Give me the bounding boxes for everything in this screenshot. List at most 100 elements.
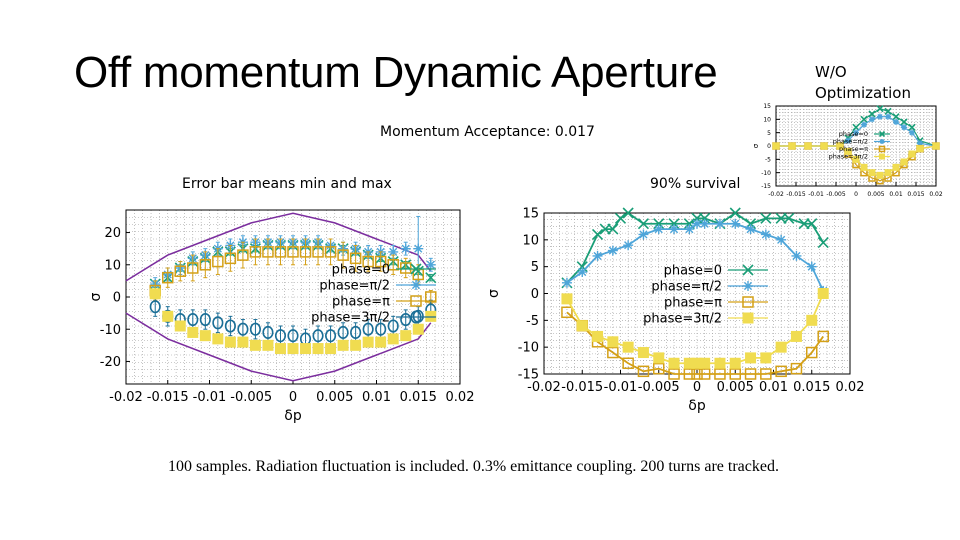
data-point — [845, 137, 851, 144]
y-tick-label: 15 — [763, 103, 771, 110]
x-tick-label: 0.02 — [446, 390, 475, 405]
data-point — [399, 262, 412, 274]
legend-label: phase=π — [332, 295, 390, 310]
x-tick-label: 0.01 — [362, 390, 391, 405]
y-tick-label: -5 — [526, 314, 539, 329]
data-point — [299, 246, 312, 258]
data-point — [287, 329, 299, 343]
legend-marker — [743, 281, 753, 291]
data-point — [607, 245, 618, 256]
data-point — [623, 240, 634, 251]
data-point — [790, 362, 803, 375]
x-tick-label: -0.02 — [768, 191, 784, 198]
legend-label: phase=3π/2 — [311, 311, 390, 326]
data-point — [745, 352, 757, 364]
data-point — [653, 224, 664, 235]
x-tick-label: 0.015 — [793, 380, 830, 395]
data-point — [425, 272, 437, 284]
data-point — [375, 322, 387, 336]
data-point — [714, 357, 726, 369]
data-point — [852, 155, 860, 163]
data-point — [684, 224, 695, 235]
x-axis-label: δp — [284, 408, 302, 424]
x-tick-label: -0.005 — [230, 390, 272, 405]
series-line — [776, 145, 937, 176]
legend-marker — [410, 263, 422, 275]
data-point — [576, 261, 588, 273]
data-point — [337, 249, 349, 261]
legend-marker — [742, 264, 754, 276]
data-point — [852, 123, 860, 131]
data-point — [591, 228, 604, 241]
legend-label: phase=0 — [332, 263, 390, 278]
x-tick-label: 0 — [693, 380, 701, 395]
x-tick-label: -0.015 — [786, 191, 806, 198]
data-point — [274, 246, 287, 258]
legend-marker — [410, 310, 422, 324]
data-point — [212, 316, 224, 330]
data-point — [900, 158, 908, 166]
data-point — [668, 368, 680, 380]
data-point — [806, 261, 817, 272]
data-point — [806, 346, 818, 359]
slide-title: Off momentum Dynamic Aperture — [74, 48, 718, 97]
data-point — [877, 113, 883, 120]
data-point — [274, 343, 286, 355]
x-tick-label: -0.005 — [826, 191, 846, 198]
data-point — [224, 252, 237, 265]
data-point — [729, 357, 741, 369]
data-point — [274, 329, 287, 343]
data-point — [325, 343, 337, 355]
data-point — [699, 218, 710, 229]
legend-label: phase=π — [839, 145, 868, 153]
slide-caption: 100 samples. Radiation fluctuation is in… — [168, 458, 779, 475]
data-point — [287, 343, 299, 355]
series-2 — [149, 238, 437, 304]
data-point — [876, 171, 884, 179]
data-point — [791, 250, 802, 261]
legend-label: phase=π/2 — [651, 280, 722, 295]
x-tick-label: 0.01 — [889, 191, 903, 198]
y-tick-label: -10 — [761, 170, 771, 177]
legend-marker — [742, 312, 754, 324]
data-point — [783, 212, 795, 224]
data-point — [908, 123, 916, 131]
data-point — [772, 142, 780, 150]
x-tick-label: 0.015 — [907, 191, 924, 198]
data-point — [853, 129, 859, 136]
x-tick-label: -0.02 — [527, 380, 561, 395]
data-point — [788, 142, 796, 150]
y-axis-label: σ — [486, 289, 502, 298]
data-point — [892, 113, 900, 121]
envelope-lower — [125, 312, 432, 382]
data-point — [653, 218, 665, 230]
legend-label: phase=π/2 — [833, 138, 868, 146]
x-tick-label: 0.005 — [867, 191, 884, 198]
y-tick-label: 5 — [767, 130, 771, 137]
data-point — [199, 313, 211, 327]
data-point — [324, 246, 337, 258]
x-tick-label: -0.015 — [147, 390, 189, 405]
data-point — [350, 325, 362, 339]
data-point — [884, 169, 892, 177]
data-point — [224, 336, 236, 348]
series-1 — [561, 218, 829, 296]
data-point — [730, 218, 741, 229]
data-point — [932, 142, 940, 150]
data-point — [637, 365, 650, 378]
side-label-line1: W/O — [815, 63, 847, 81]
data-point — [349, 252, 362, 265]
data-point — [729, 207, 741, 219]
legend-label: phase=3π/2 — [829, 153, 868, 161]
data-point — [249, 246, 262, 258]
data-point — [325, 329, 337, 343]
x-tick-label: -0.015 — [561, 380, 603, 395]
data-point — [187, 326, 199, 338]
data-point — [212, 333, 224, 345]
data-point — [576, 320, 588, 332]
data-point — [312, 329, 324, 343]
y-tick-label: -15 — [518, 368, 539, 383]
data-point — [868, 169, 876, 177]
x-tick-label: 0.005 — [316, 390, 353, 405]
legend-marker — [878, 145, 886, 153]
